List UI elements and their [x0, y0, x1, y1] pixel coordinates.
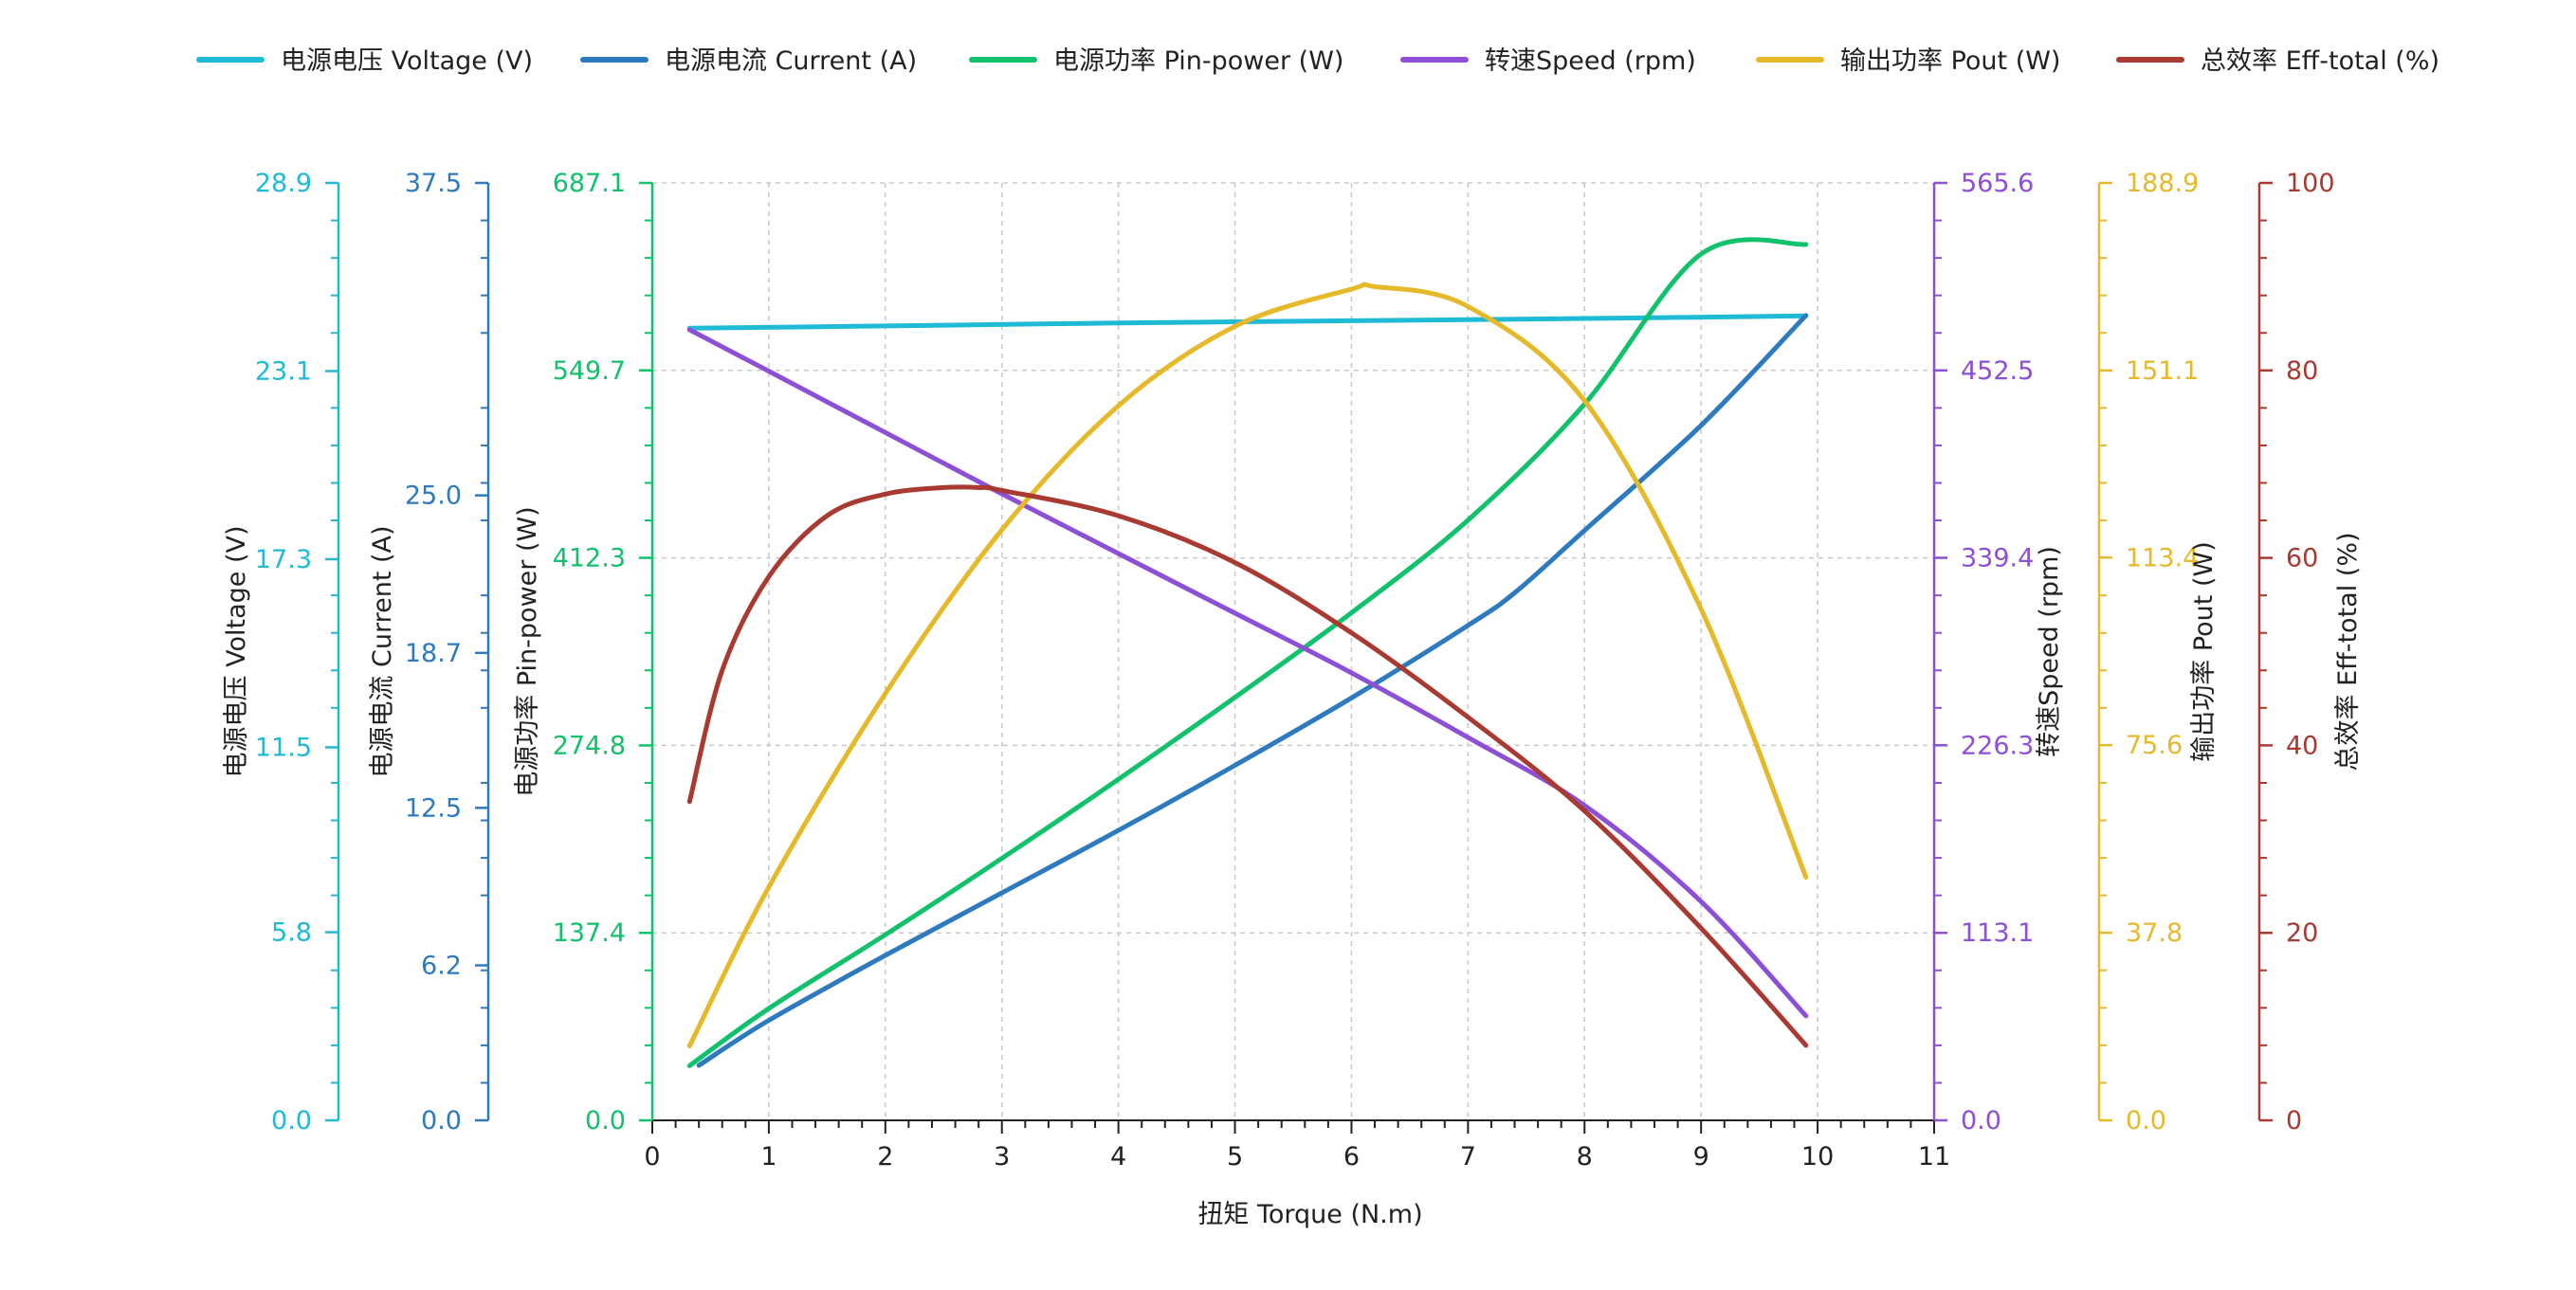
eff-axis: 0 20 40 60 80 100 总效率 Eff-total (%): [2257, 169, 2363, 1136]
power-tick-label: 274.8: [553, 731, 626, 760]
speed-tick-label: 452.5: [1961, 356, 2034, 386]
speed-tick-label: 0.0: [1961, 1106, 2001, 1136]
power-tick-label: 687.1: [553, 169, 626, 198]
legend-label: 输出功率 Pout (W): [1840, 46, 2060, 76]
legend-item: 总效率 Eff-total (%): [2116, 46, 2439, 76]
x-tick-label: 5: [1227, 1142, 1243, 1172]
voltage-axis-title: 电源电压 Voltage (V): [222, 526, 251, 778]
power-tick-label: 412.3: [553, 544, 626, 573]
series-line-eff: [686, 484, 1809, 1048]
pout-tick-label: 113.4: [2126, 543, 2199, 572]
pout-axis-title: 输出功率 Pout (W): [2189, 541, 2219, 761]
axes: 0 1 2 3 4 5 6 7 8 9 10 11 0.0 5.8 11.5 17.3 23.1 28.9 电源电压…: [222, 169, 2363, 1172]
speed-tick-label: 565.6: [1961, 169, 2034, 198]
legend-label: 电源功率 Pin-power (W): [1053, 46, 1343, 76]
legend: 电源电压 Voltage (V) 电源电流 Current (A) 电源功率 Pin…: [196, 46, 2439, 76]
x-tick-label: 3: [994, 1142, 1010, 1172]
x-tick-label: 11: [1918, 1142, 1950, 1172]
voltage-tick-label: 5.8: [271, 918, 312, 948]
legend-item: 转速Speed (rpm): [1400, 46, 1696, 76]
eff-tick-label: 80: [2286, 356, 2318, 386]
voltage-axis: 0.0 5.8 11.5 17.3 23.1 28.9 电源电压 Voltage (V): [222, 169, 340, 1136]
speed-axis-title: 转速Speed (rpm): [2035, 546, 2064, 757]
eff-tick-label: 40: [2286, 731, 2318, 760]
eff-tick-label: 100: [2286, 169, 2335, 198]
pout-tick-label: 188.9: [2126, 169, 2199, 198]
speed-tick-label: 113.1: [1961, 918, 2034, 948]
voltage-tick-label: 11.5: [255, 733, 312, 762]
x-tick-label: 1: [760, 1142, 776, 1172]
series-line-current: [696, 313, 1809, 1068]
power-axis-title: 电源功率 Pin-power (W): [513, 506, 542, 796]
current-axis-title: 电源电流 Current (A): [368, 525, 397, 777]
legend-label: 电源电压 Voltage (V): [281, 46, 533, 76]
power-axis: 0.0 137.4 274.8 412.3 549.7 687.1 电源功率 Pin-pow…: [513, 169, 654, 1136]
speed-tick-label: 339.4: [1961, 544, 2034, 573]
series-line-speed: [686, 327, 1809, 1019]
eff-tick-label: 20: [2286, 918, 2318, 948]
x-tick-label: 6: [1343, 1142, 1360, 1172]
pout-axis: 0.0 37.8 75.6 113.4 151.1 188.9 输出功率 Pout (W): [2097, 169, 2219, 1136]
current-tick-label: 25.0: [405, 481, 462, 511]
series-line-pout: [686, 282, 1809, 1048]
voltage-tick-label: 0.0: [271, 1106, 312, 1136]
series-lines: [686, 237, 1809, 1068]
voltage-tick-label: 23.1: [255, 356, 312, 386]
pout-tick-label: 37.8: [2126, 918, 2183, 948]
legend-label: 电源电流 Current (A): [665, 46, 917, 76]
current-tick-label: 6.2: [421, 951, 462, 980]
power-tick-label: 137.4: [553, 918, 626, 948]
speed-tick-label: 226.3: [1961, 731, 2034, 760]
pout-tick-label: 151.1: [2126, 356, 2199, 386]
pout-tick-label: 0.0: [2126, 1106, 2166, 1136]
current-tick-label: 18.7: [405, 639, 462, 668]
x-tick-label: 2: [877, 1142, 893, 1172]
eff-tick-label: 60: [2286, 544, 2318, 573]
power-tick-label: 0.0: [585, 1106, 626, 1136]
eff-axis-title: 总效率 Eff-total (%): [2333, 532, 2363, 771]
speed-axis: 0.0 113.1 226.3 339.4 452.5 565.6 转速Speed (rpm…: [1932, 169, 2064, 1136]
current-tick-label: 12.5: [405, 793, 462, 823]
x-tick-label: 9: [1693, 1142, 1709, 1172]
eff-tick-label: 0: [2286, 1106, 2302, 1136]
x-tick-label: 0: [644, 1142, 660, 1172]
legend-label: 转速Speed (rpm): [1485, 46, 1696, 76]
current-tick-label: 37.5: [405, 169, 462, 198]
legend-label: 总效率 Eff-total (%): [2201, 46, 2439, 76]
series-line-power: [686, 237, 1809, 1068]
power-tick-label: 549.7: [553, 356, 626, 386]
legend-item: 输出功率 Pout (W): [1756, 46, 2060, 76]
current-tick-label: 0.0: [421, 1106, 462, 1136]
legend-item: 电源功率 Pin-power (W): [969, 46, 1343, 76]
pout-tick-label: 75.6: [2126, 731, 2183, 760]
voltage-tick-label: 28.9: [255, 169, 312, 198]
x-tick-label: 8: [1577, 1142, 1593, 1172]
x-axis-title: 扭矩 Torque (N.m): [1197, 1200, 1422, 1229]
x-tick-label: 4: [1110, 1142, 1126, 1172]
legend-item: 电源电压 Voltage (V): [196, 46, 533, 76]
current-axis: 0.0 6.2 12.5 18.7 25.0 37.5 电源电流 Current (A): [368, 169, 490, 1136]
x-tick-label: 10: [1801, 1142, 1834, 1172]
x-tick-label: 7: [1460, 1142, 1476, 1172]
legend-item: 电源电流 Current (A): [580, 46, 917, 76]
voltage-tick-label: 17.3: [255, 545, 312, 574]
